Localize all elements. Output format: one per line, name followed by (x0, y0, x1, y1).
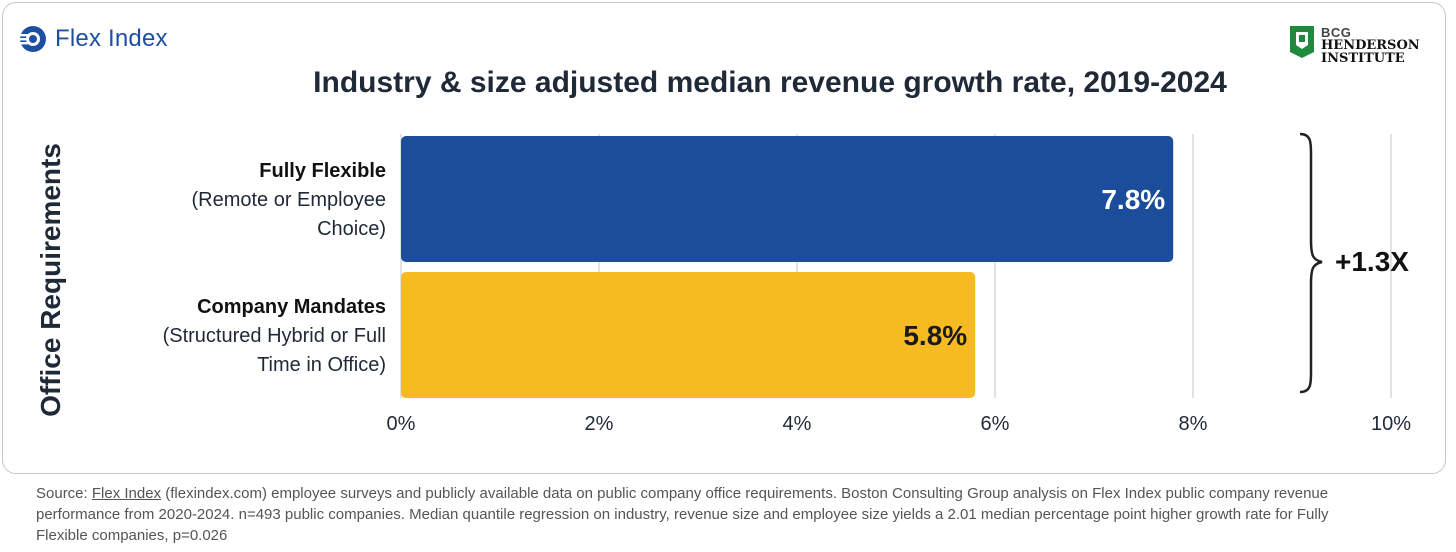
bcg-henderson-logo-icon (1290, 26, 1314, 58)
category-name-0: Fully Flexible (259, 160, 386, 182)
source-note: Source: Flex Index (flexindex.com) emplo… (36, 483, 1336, 546)
x-tick-label-1: 2% (585, 413, 614, 435)
bar-value-label-1: 5.8% (903, 320, 967, 351)
brand-name: Flex Index (55, 25, 168, 52)
y-axis-label: Office Requirements (35, 143, 66, 417)
bar-1 (401, 272, 976, 398)
bar-value-label-0: 7.8% (1101, 184, 1165, 215)
comparison-brace (1299, 132, 1323, 394)
bar-chart: 7.8% 5.8% Office Requirements Fully Flexi… (35, 132, 1411, 435)
comparison-annotation: +1.3X (1335, 246, 1409, 277)
chart-title: Industry & size adjusted median revenue … (313, 66, 1227, 99)
bhi-line1: BCG (1321, 25, 1352, 40)
bar-0 (401, 136, 1174, 262)
category-desc2-1: Time in Office) (257, 354, 386, 376)
x-tick-label-2: 4% (783, 413, 812, 435)
x-tick-label-4: 8% (1179, 413, 1208, 435)
category-name-1: Company Mandates (197, 296, 386, 318)
x-tick-label-3: 6% (981, 413, 1010, 435)
category-desc1-0: (Remote or Employee (191, 189, 386, 211)
x-tick-label-5: 10% (1371, 413, 1411, 435)
category-desc2-0: Choice) (317, 218, 386, 240)
x-tick-label-0: 0% (387, 413, 416, 435)
source-prefix: Source: (36, 485, 92, 502)
flex-index-brand[interactable]: Flex Index (19, 25, 168, 53)
flex-index-logo-icon (19, 26, 46, 52)
source-text: (flexindex.com) employee surveys and pub… (36, 485, 1329, 544)
source-link[interactable]: Flex Index (91, 485, 162, 502)
bhi-line2: HENDERSON (1321, 38, 1420, 53)
bhi-line3: INSTITUTE (1321, 51, 1405, 66)
category-desc1-1: (Structured Hybrid or Full (163, 325, 386, 347)
bcg-henderson-logo: BCG HENDERSON INSTITUTE (1289, 25, 1420, 65)
